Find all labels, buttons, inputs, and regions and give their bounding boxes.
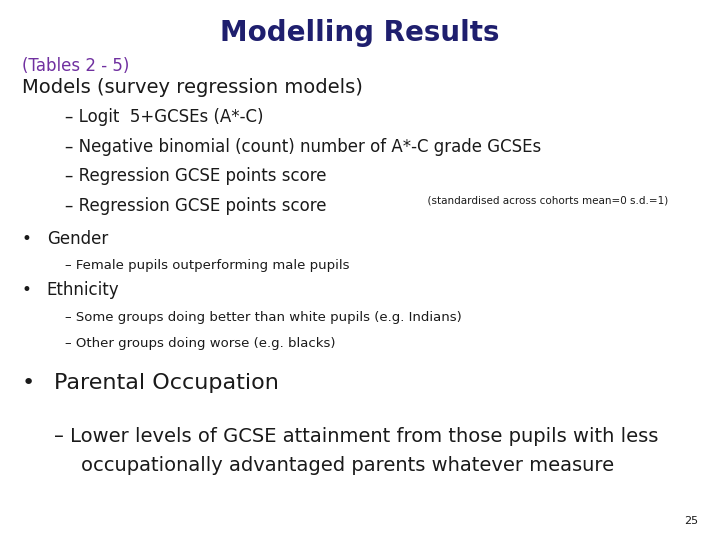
Text: – Negative binomial (count) number of A*-C grade GCSEs: – Negative binomial (count) number of A*… [65,138,541,156]
Text: 25: 25 [684,516,698,526]
Text: – Lower levels of GCSE attainment from those pupils with less: – Lower levels of GCSE attainment from t… [54,427,658,446]
Text: occupationally advantaged parents whatever measure: occupationally advantaged parents whatev… [81,456,614,475]
Text: – Regression GCSE points score: – Regression GCSE points score [65,167,326,185]
Text: Modelling Results: Modelling Results [220,19,500,47]
Text: – Other groups doing worse (e.g. blacks): – Other groups doing worse (e.g. blacks) [65,338,336,350]
Text: (Tables 2 - 5): (Tables 2 - 5) [22,57,129,75]
Text: – Logit  5+GCSEs (A*-C): – Logit 5+GCSEs (A*-C) [65,108,264,126]
Text: •: • [22,230,32,247]
Text: (standardised across cohorts mean=0 s.d.=1): (standardised across cohorts mean=0 s.d.… [421,195,668,206]
Text: – Regression GCSE points score: – Regression GCSE points score [65,197,326,215]
Text: Parental Occupation: Parental Occupation [54,373,279,393]
Text: •: • [22,281,32,299]
Text: Ethnicity: Ethnicity [47,281,120,299]
Text: Models (survey regression models): Models (survey regression models) [22,78,362,97]
Text: •: • [22,373,35,393]
Text: – Some groups doing better than white pupils (e.g. Indians): – Some groups doing better than white pu… [65,310,462,323]
Text: – Female pupils outperforming male pupils: – Female pupils outperforming male pupil… [65,259,349,272]
Text: Gender: Gender [47,230,108,247]
